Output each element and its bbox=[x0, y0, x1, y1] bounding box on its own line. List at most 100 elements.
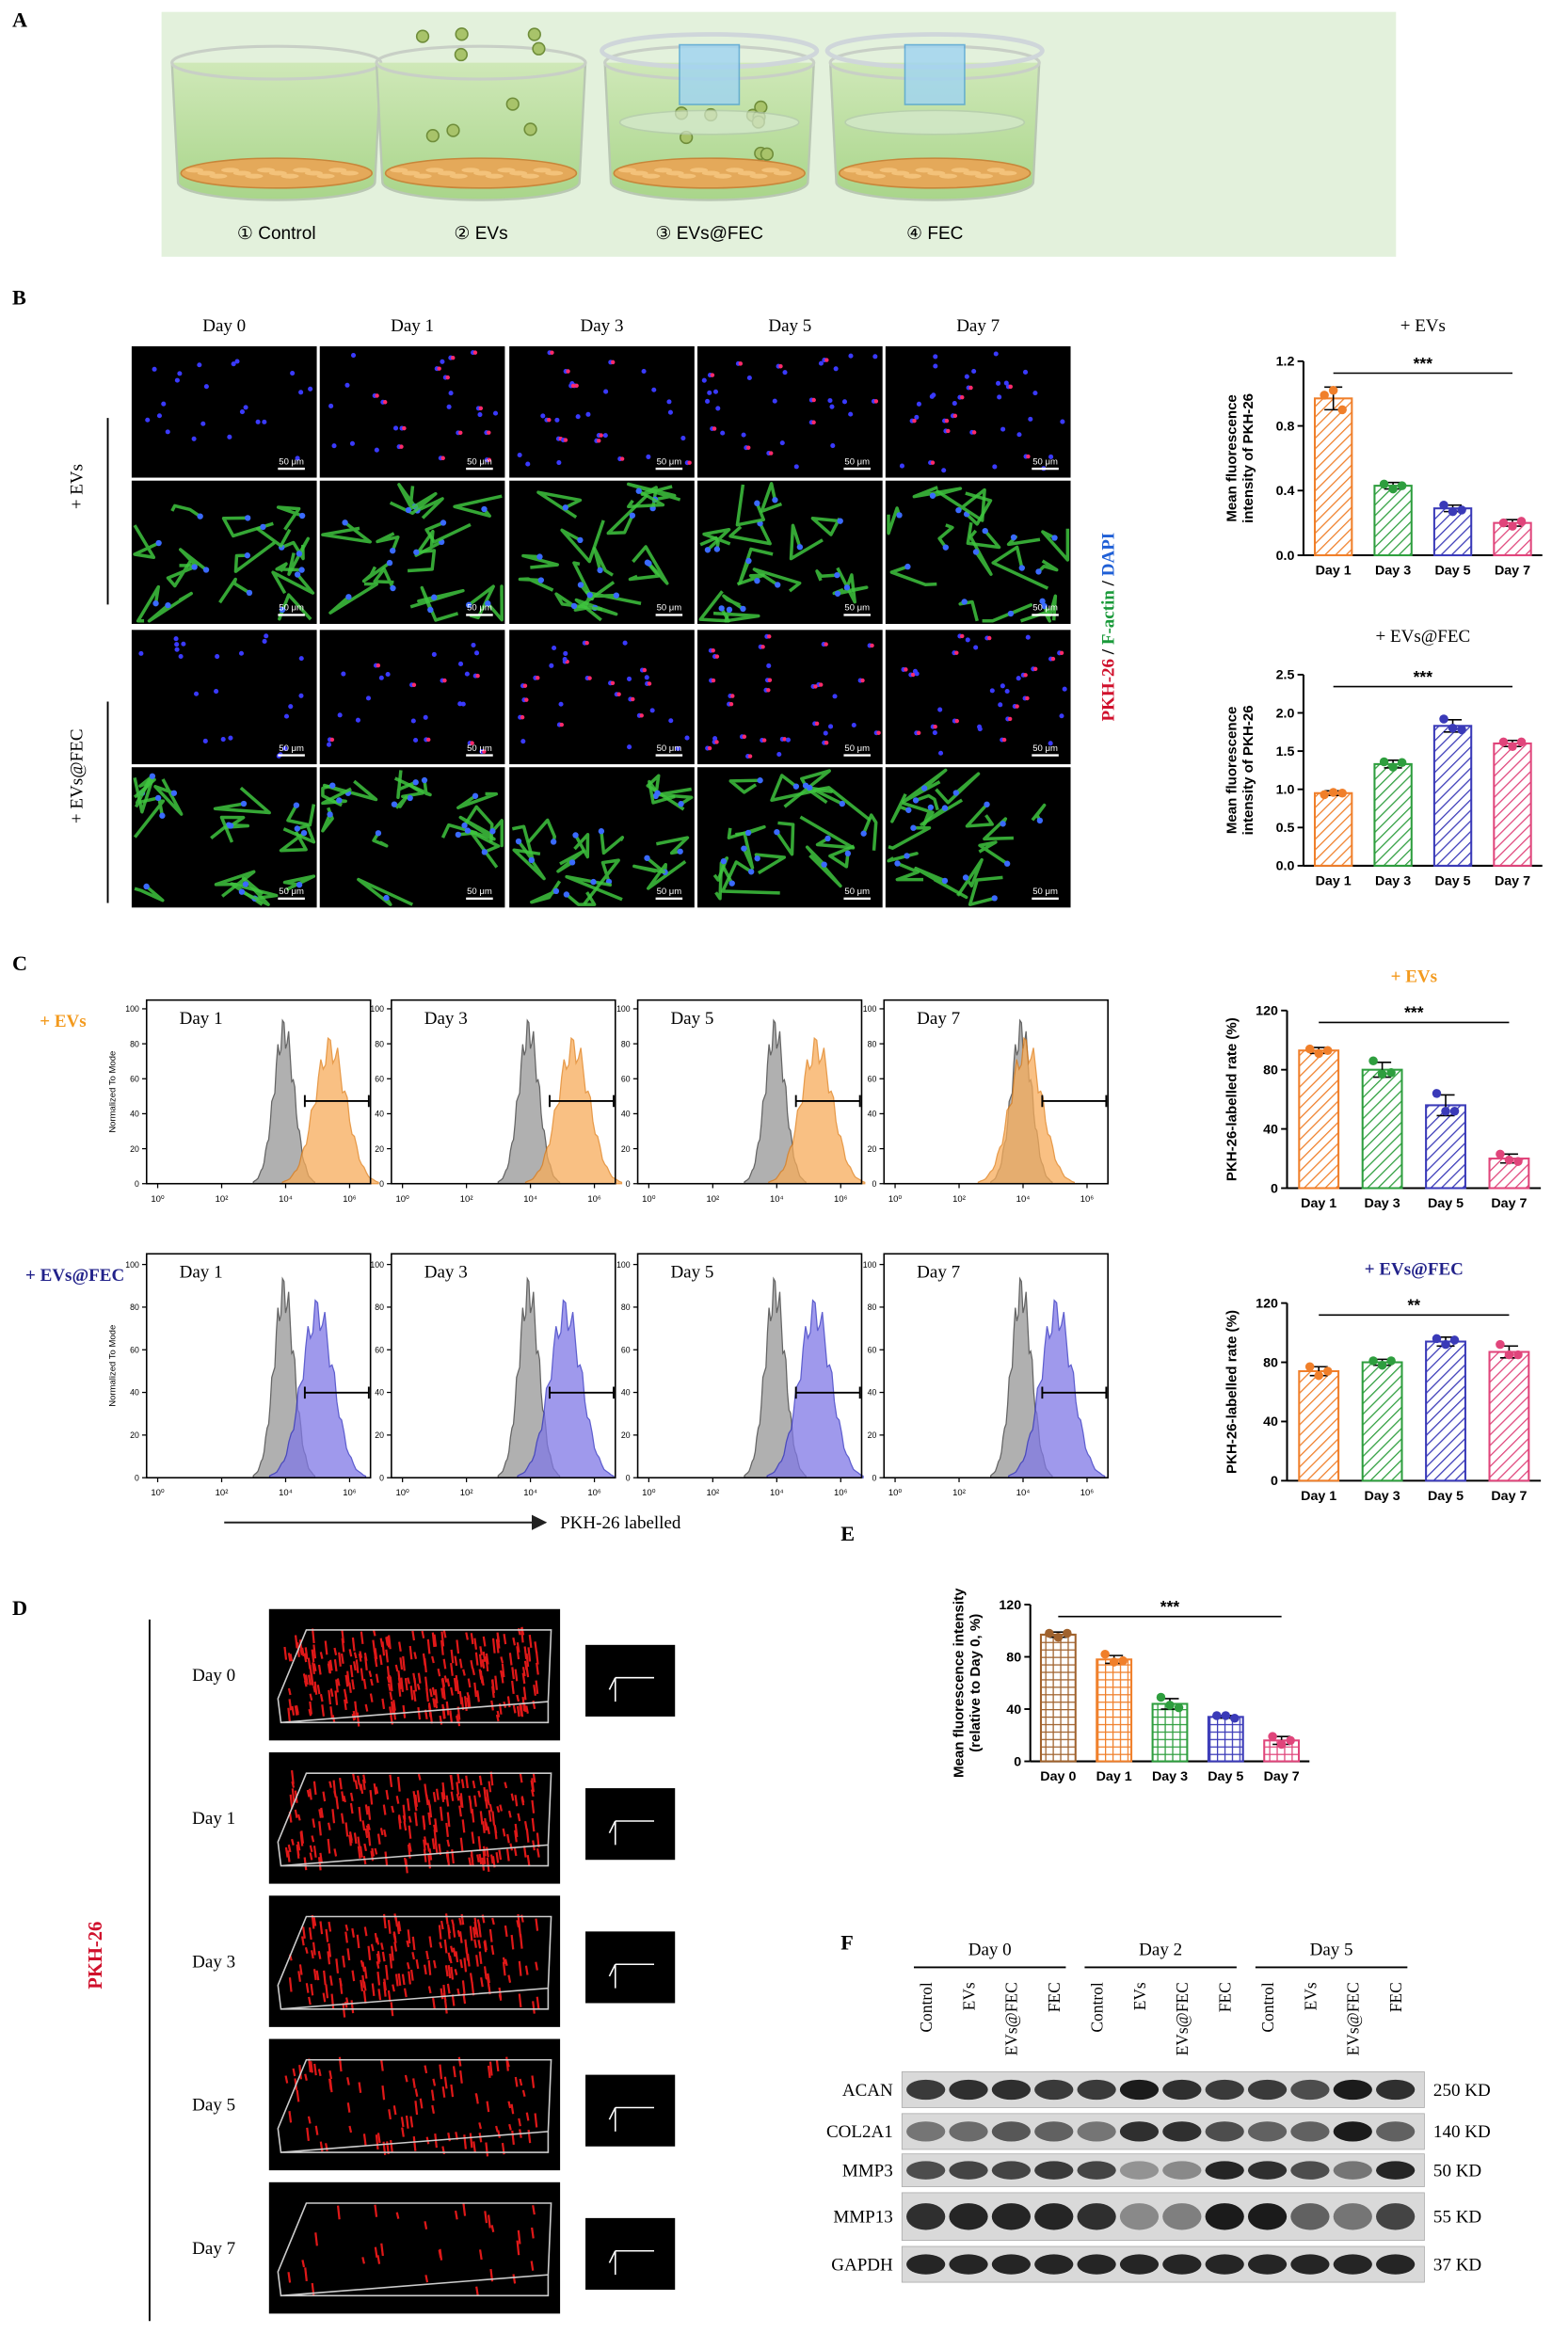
pkh-signal bbox=[532, 1772, 536, 1783]
pkh-signal bbox=[388, 1635, 392, 1650]
pkh-signal bbox=[309, 1845, 313, 1853]
size-label: 37 KD bbox=[1433, 2255, 1481, 2275]
nucleus bbox=[772, 497, 778, 503]
lane-label: EVs bbox=[1301, 1982, 1320, 2010]
nucleus bbox=[635, 487, 642, 494]
size-label: 140 KD bbox=[1433, 2122, 1491, 2142]
y-tick-label: 40 bbox=[130, 1388, 139, 1398]
actin-fiber bbox=[213, 786, 271, 815]
pkh-signal bbox=[447, 1965, 452, 1979]
cell bbox=[927, 170, 946, 176]
pkh-signal bbox=[306, 1789, 311, 1798]
data-point bbox=[1314, 1370, 1323, 1381]
cell bbox=[340, 170, 359, 176]
panel-letter: D bbox=[12, 1596, 27, 1620]
nucleus bbox=[337, 712, 343, 718]
pkh-signal bbox=[473, 1795, 477, 1807]
nucleus bbox=[412, 779, 419, 786]
nucleus bbox=[585, 411, 591, 417]
pkh-signal bbox=[400, 1677, 405, 1692]
band bbox=[906, 2161, 946, 2180]
pkh-signal bbox=[811, 397, 816, 403]
band bbox=[1077, 2254, 1116, 2275]
y-tick-label: 60 bbox=[130, 1074, 139, 1083]
pkh-signal bbox=[317, 1950, 322, 1959]
pkh-signal bbox=[813, 684, 818, 689]
pkh-signal bbox=[431, 1686, 436, 1696]
pkh-signal bbox=[353, 1832, 358, 1845]
band bbox=[1247, 2161, 1288, 2180]
nucleus bbox=[473, 650, 480, 656]
nucleus bbox=[421, 776, 428, 784]
actin-fiber bbox=[373, 567, 395, 589]
nucleus bbox=[1062, 686, 1067, 692]
band bbox=[1119, 2161, 1160, 2180]
nucleus bbox=[152, 366, 157, 372]
pkh-signal bbox=[460, 1913, 465, 1926]
pkh-signal bbox=[394, 1973, 399, 1987]
nucleus bbox=[243, 405, 248, 410]
y-tick-label: 100 bbox=[863, 1004, 877, 1014]
band bbox=[1333, 2121, 1372, 2142]
actin-fiber bbox=[565, 891, 597, 906]
data-point bbox=[1449, 1335, 1460, 1345]
actin-fiber bbox=[440, 823, 478, 839]
pkh-signal bbox=[371, 1983, 376, 1997]
nucleus bbox=[461, 822, 468, 829]
nucleus bbox=[622, 640, 628, 646]
pkh-signal bbox=[348, 1831, 353, 1844]
pkh-signal bbox=[434, 1699, 439, 1709]
pkh-signal bbox=[441, 1788, 446, 1800]
nucleus bbox=[1016, 676, 1021, 681]
render-3d bbox=[268, 2181, 561, 2314]
pkh-signal bbox=[535, 1651, 539, 1665]
pkh-signal bbox=[312, 1917, 317, 1926]
pkh-signal bbox=[288, 1977, 293, 1992]
render-bg bbox=[268, 2181, 561, 2314]
cell bbox=[438, 170, 456, 176]
pkh-signal bbox=[747, 754, 753, 759]
day-label: Day 5 bbox=[192, 2096, 235, 2116]
blot-strip bbox=[901, 2071, 1425, 2108]
band bbox=[991, 2254, 1032, 2275]
actin-fiber bbox=[573, 581, 616, 612]
bar bbox=[1298, 1369, 1340, 1482]
data-point bbox=[1368, 1056, 1378, 1065]
pkh-signal bbox=[308, 1708, 312, 1717]
x-tick-label: Day 3 bbox=[1375, 874, 1411, 889]
pkh-signal bbox=[381, 1641, 386, 1656]
nucleus bbox=[793, 464, 799, 470]
sample-histogram bbox=[768, 1036, 866, 1185]
nucleus bbox=[1036, 817, 1044, 824]
pkh-signal bbox=[386, 1666, 391, 1681]
pkh-signal bbox=[584, 640, 589, 646]
actin-fiber bbox=[166, 560, 196, 588]
nucleus bbox=[746, 375, 752, 381]
pkh-signal bbox=[364, 1703, 369, 1712]
pkh-signal bbox=[383, 1829, 387, 1837]
cell bbox=[654, 168, 673, 173]
pkh-signal bbox=[478, 1951, 483, 1965]
pkh-signal bbox=[457, 2056, 462, 2067]
pkh-signal bbox=[504, 1958, 508, 1966]
pkh-signal bbox=[421, 1630, 425, 1638]
pkh-signal bbox=[388, 2109, 392, 2120]
y-tick-label: 100 bbox=[616, 1004, 631, 1014]
chart-title: + EVs bbox=[1400, 316, 1446, 336]
pkh-signal bbox=[299, 1648, 304, 1655]
nucleus bbox=[920, 785, 928, 791]
x-tick-label: 10⁴ bbox=[523, 1488, 537, 1498]
gate bbox=[549, 1386, 615, 1399]
pkh-signal bbox=[738, 361, 744, 366]
actin-fiber bbox=[888, 825, 932, 850]
x-tick-label: 10⁴ bbox=[1016, 1488, 1031, 1498]
pkh-signal bbox=[1026, 454, 1031, 459]
pkh-signal bbox=[327, 1838, 331, 1854]
nucleus bbox=[344, 382, 350, 388]
y-tick-label: 60 bbox=[375, 1345, 384, 1354]
pkh-signal bbox=[482, 1636, 487, 1647]
nucleus bbox=[705, 398, 711, 405]
data-point bbox=[1304, 1044, 1315, 1054]
y-tick-label: 100 bbox=[370, 1004, 384, 1014]
actin-fiber bbox=[487, 584, 504, 622]
